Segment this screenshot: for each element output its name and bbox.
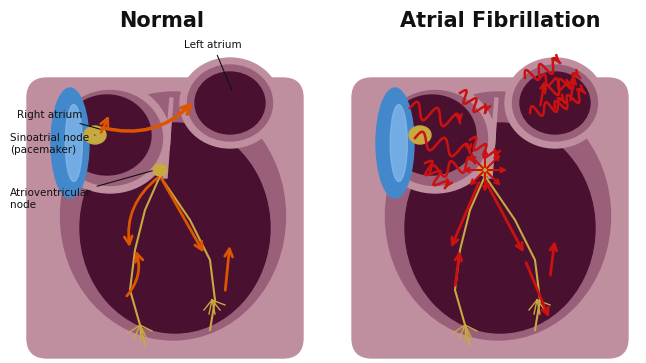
Text: Sinoatrial node
(pacemaker): Sinoatrial node (pacemaker) [10, 133, 95, 155]
Ellipse shape [388, 95, 476, 175]
Ellipse shape [520, 72, 590, 134]
Ellipse shape [405, 123, 595, 333]
Ellipse shape [187, 65, 273, 141]
Ellipse shape [376, 88, 414, 198]
Ellipse shape [57, 90, 163, 185]
Ellipse shape [51, 88, 89, 198]
Ellipse shape [382, 90, 488, 185]
Ellipse shape [63, 95, 151, 175]
Ellipse shape [61, 92, 286, 340]
Ellipse shape [375, 83, 495, 193]
Ellipse shape [195, 72, 265, 134]
Text: Left atrium: Left atrium [184, 40, 242, 90]
Text: Right atrium: Right atrium [17, 110, 100, 129]
Ellipse shape [180, 58, 280, 148]
Ellipse shape [153, 164, 167, 176]
Ellipse shape [478, 164, 492, 176]
Text: Atrial Fibrillation: Atrial Fibrillation [400, 11, 600, 31]
Ellipse shape [409, 126, 431, 144]
Ellipse shape [46, 83, 294, 353]
Ellipse shape [512, 65, 598, 141]
Ellipse shape [505, 58, 605, 148]
Ellipse shape [390, 105, 408, 182]
Ellipse shape [50, 83, 170, 193]
Ellipse shape [84, 126, 106, 144]
Ellipse shape [371, 83, 619, 353]
Ellipse shape [65, 105, 82, 182]
Polygon shape [488, 98, 498, 178]
FancyBboxPatch shape [352, 78, 628, 358]
Ellipse shape [80, 123, 270, 333]
FancyBboxPatch shape [27, 78, 303, 358]
Ellipse shape [386, 92, 610, 340]
Text: Atrioventricular
node: Atrioventricular node [10, 171, 152, 210]
Polygon shape [163, 98, 173, 178]
Text: Normal: Normal [120, 11, 205, 31]
